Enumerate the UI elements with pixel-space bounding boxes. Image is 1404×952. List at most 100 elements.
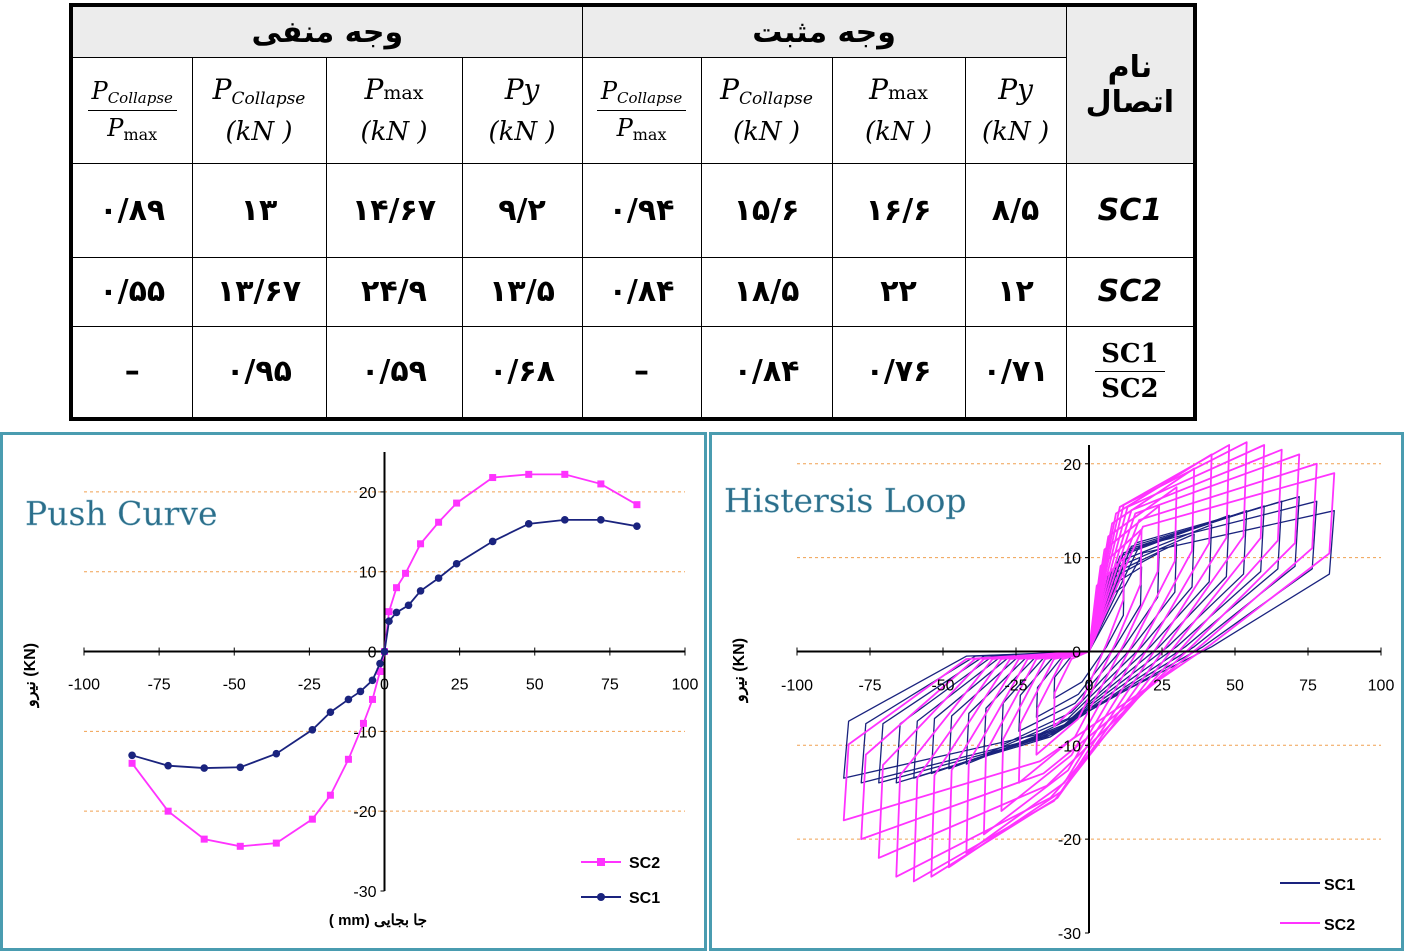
- data-point-sc2: [128, 759, 136, 767]
- table-cell: ۱۳/۵: [461, 257, 583, 327]
- data-point-sc1: [236, 763, 245, 772]
- x-tick-label: 25: [1153, 677, 1171, 694]
- data-point-sc1: [272, 749, 281, 758]
- header-py-pos: Py (kN ): [964, 57, 1067, 165]
- data-point-sc2: [272, 839, 280, 847]
- table-cell: ۹/۲: [461, 163, 583, 259]
- data-point-sc2: [525, 470, 533, 478]
- data-point-sc1: [385, 617, 393, 626]
- legend-label-sc1: SC1: [629, 890, 660, 907]
- data-point-sc2: [236, 842, 244, 850]
- x-tick-label: -50: [931, 677, 954, 694]
- x-axis-label: جا بجایی (mm ): [329, 912, 427, 929]
- x-tick-label: 0: [380, 677, 389, 694]
- data-point-sc1: [344, 695, 353, 704]
- table-cell: ۰/۸۴: [700, 325, 833, 420]
- data-point-sc1: [404, 601, 413, 610]
- results-table: وجه منفی وجه مثبت نام اتصال PCollapse Pma…: [69, 3, 1198, 421]
- legend-label-sc2: SC2: [1324, 917, 1355, 934]
- x-tick-label: -25: [298, 677, 321, 694]
- y-tick-label: 10: [1063, 551, 1081, 568]
- chart-title: Histersis Loop: [724, 481, 967, 520]
- data-point-sc1: [164, 761, 172, 770]
- table-cell: ۱۳: [191, 163, 327, 259]
- connection-name-header: نام اتصال: [1065, 4, 1196, 165]
- y-tick-label: 10: [359, 565, 377, 582]
- table-cell: ۰/۷۶: [831, 325, 966, 420]
- header-ratio-pos: PCollapse Pmax: [581, 57, 702, 165]
- legend: SC1 SC2: [1280, 877, 1355, 934]
- legend: SC2 SC1: [581, 855, 660, 907]
- data-point-sc1: [452, 559, 461, 568]
- x-tick-label: -100: [781, 677, 813, 694]
- header-pmax-neg: Pmax (kN ): [325, 57, 463, 165]
- loop-sc2: [895, 448, 1283, 878]
- legend-label-sc2: SC2: [629, 855, 660, 872]
- hysteresis-loop-panel: -100 -75 -50 -25 0 25 50 75 100 -30 -20 -10 0 10 20 Hi…: [709, 432, 1404, 951]
- data-point-sc2: [344, 755, 352, 763]
- data-point-sc2: [453, 499, 461, 507]
- row-label-ratio: SC1 SC2: [1065, 325, 1196, 420]
- data-point-sc1: [524, 520, 533, 528]
- data-point-sc1: [326, 708, 335, 717]
- y-tick-label: 0: [368, 645, 377, 662]
- x-tick-label: -75: [858, 677, 881, 694]
- group-negative-header: وجه منفی: [70, 4, 583, 59]
- data-point-sc1: [356, 687, 365, 696]
- y-tick-label: 20: [1063, 457, 1081, 474]
- group-positive-header: وجه مثبت: [581, 4, 1067, 59]
- table-cell: ۱۵/۶: [700, 163, 833, 259]
- data-point-sc1: [380, 647, 389, 656]
- table-cell: ۱۶/۶: [831, 163, 966, 259]
- header-ratio-neg: PCollapse Pmax: [70, 57, 193, 165]
- data-point-sc1: [200, 764, 208, 772]
- y-tick-label: 20: [359, 485, 377, 502]
- x-tick-label: 100: [1368, 677, 1395, 694]
- loop-sc2: [877, 453, 1301, 859]
- data-point-sc2: [489, 474, 497, 482]
- legend-marker-sc2: [597, 858, 605, 866]
- row-label-sc2: SC2: [1065, 257, 1196, 327]
- data-point-sc1: [416, 587, 425, 595]
- header-py-neg: Py (kN ): [461, 57, 583, 165]
- data-point-sc1: [434, 574, 443, 582]
- x-tick-label: 50: [526, 677, 544, 694]
- table-cell: ۸/۵: [964, 163, 1067, 259]
- data-point-sc2: [200, 835, 208, 843]
- push-curve-panel: -100 -75 -50 -25 0 25 50 75 100 -30 -20 -10 0 10 20 Pu…: [0, 432, 707, 951]
- data-point-sc2: [326, 791, 334, 799]
- data-point-sc1: [488, 537, 497, 546]
- x-tick-label: -25: [1004, 677, 1027, 694]
- data-point-sc2: [393, 584, 401, 592]
- data-point-sc1: [633, 522, 641, 531]
- loop-sc2: [947, 444, 1231, 869]
- table-cell: ۱۳/۶۷: [191, 257, 327, 327]
- data-point-sc2: [359, 719, 367, 727]
- header-pcollapse-pos: PCollapse (kN ): [700, 57, 833, 165]
- legend-marker-sc1: [597, 893, 605, 901]
- legend-label-sc1: SC1: [1324, 877, 1355, 894]
- table-cell: ۰/۷۱: [964, 325, 1067, 420]
- loop-sc2: [912, 444, 1266, 883]
- table-cell: ۰/۸۴: [581, 257, 702, 327]
- data-point-sc2: [417, 540, 425, 548]
- y-tick-label: -10: [353, 724, 376, 741]
- data-point-sc1: [308, 725, 317, 734]
- table-cell: ۲۴/۹: [325, 257, 463, 327]
- y-tick-label: -30: [1058, 926, 1081, 943]
- data-point-sc1: [128, 751, 136, 760]
- y-axis-label: نیرو (KN): [22, 643, 40, 708]
- loop-sc1: [843, 510, 1335, 779]
- data-point-sc1: [392, 608, 401, 617]
- data-point-sc2: [385, 608, 393, 616]
- x-tick-label: -50: [223, 677, 246, 694]
- table-cell: ۲۲: [831, 257, 966, 327]
- loop-sc1: [1000, 542, 1178, 746]
- data-point-sc1: [376, 659, 384, 668]
- x-tick-label: 0: [1085, 677, 1094, 694]
- x-tick-label: 25: [451, 677, 469, 694]
- data-point-sc2: [633, 501, 641, 509]
- loop-sc2: [860, 462, 1318, 841]
